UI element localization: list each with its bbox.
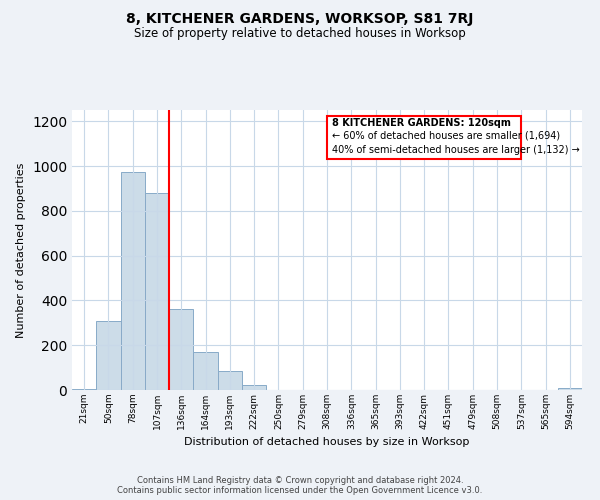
Bar — [218, 371, 242, 390]
Bar — [242, 385, 266, 390]
Text: ← 60% of detached houses are smaller (1,694): ← 60% of detached houses are smaller (1,… — [332, 131, 560, 141]
Text: 8, KITCHENER GARDENS, WORKSOP, S81 7RJ: 8, KITCHENER GARDENS, WORKSOP, S81 7RJ — [127, 12, 473, 26]
Bar — [169, 310, 193, 390]
Bar — [96, 320, 121, 390]
FancyBboxPatch shape — [327, 116, 521, 159]
Text: Contains HM Land Registry data © Crown copyright and database right 2024.
Contai: Contains HM Land Registry data © Crown c… — [118, 476, 482, 495]
Bar — [193, 352, 218, 390]
Text: 40% of semi-detached houses are larger (1,132) →: 40% of semi-detached houses are larger (… — [332, 145, 580, 155]
Text: 8 KITCHENER GARDENS: 120sqm: 8 KITCHENER GARDENS: 120sqm — [332, 118, 511, 128]
X-axis label: Distribution of detached houses by size in Worksop: Distribution of detached houses by size … — [184, 438, 470, 448]
Bar — [121, 172, 145, 390]
Bar — [558, 388, 582, 390]
Bar — [145, 193, 169, 390]
Text: Size of property relative to detached houses in Worksop: Size of property relative to detached ho… — [134, 28, 466, 40]
Y-axis label: Number of detached properties: Number of detached properties — [16, 162, 26, 338]
Bar — [72, 389, 96, 390]
